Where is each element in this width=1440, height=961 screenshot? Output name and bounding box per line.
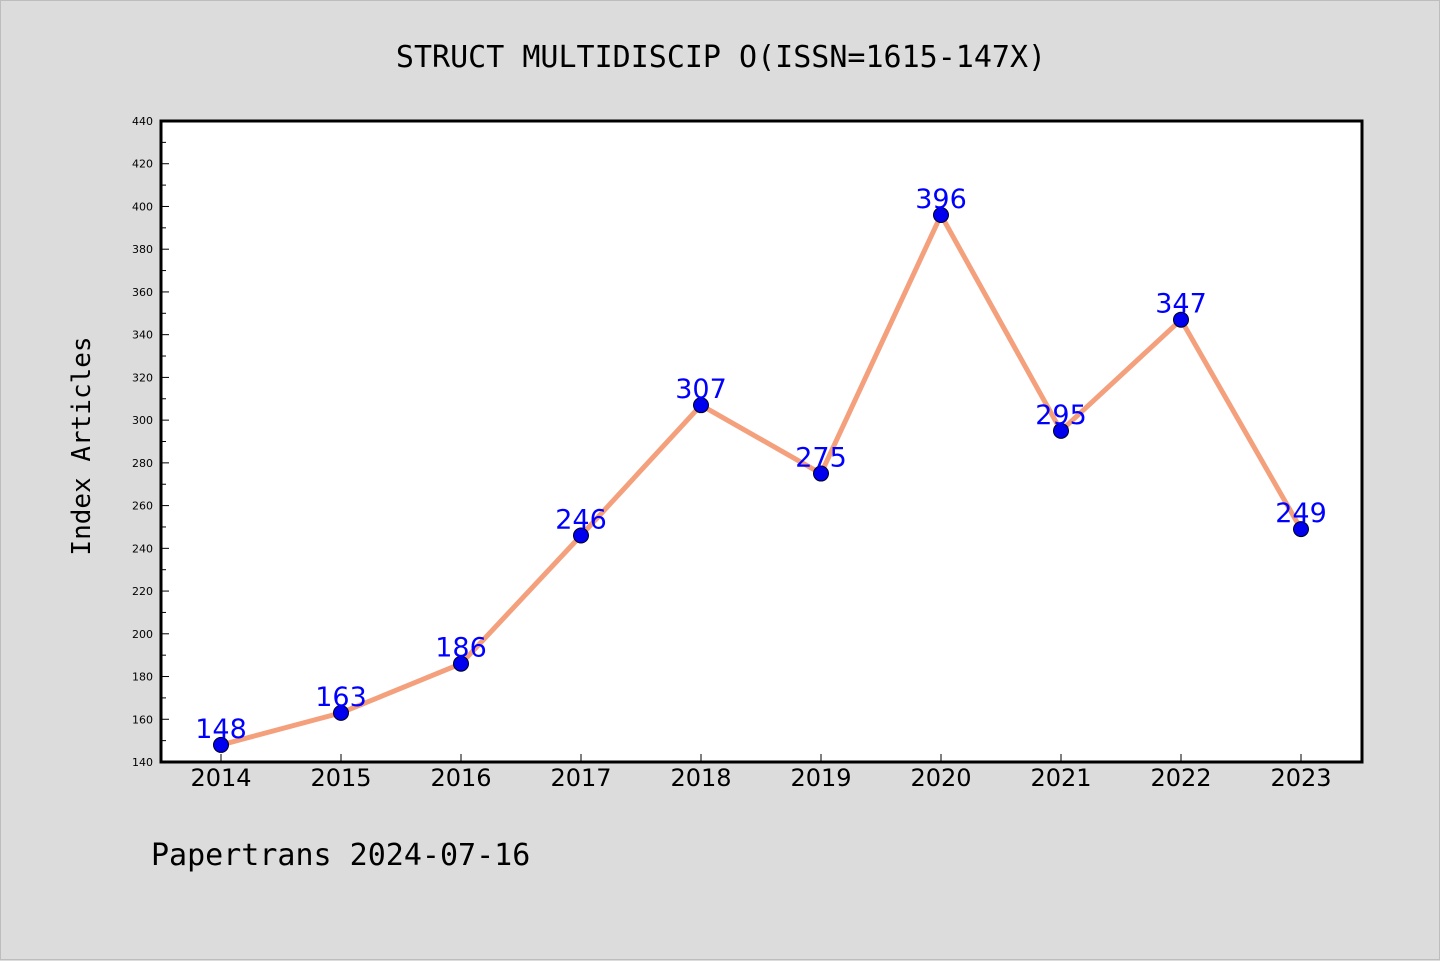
y-tick-label: 160 bbox=[132, 713, 153, 726]
x-tick-label: 2021 bbox=[1030, 764, 1091, 792]
x-tick-label: 2022 bbox=[1150, 764, 1211, 792]
footer-watermark: Papertrans 2024-07-16 bbox=[151, 838, 530, 873]
y-tick-label: 440 bbox=[132, 115, 153, 128]
series-layer bbox=[213, 207, 1309, 753]
data-point bbox=[1173, 311, 1189, 328]
data-point bbox=[333, 704, 349, 721]
data-point bbox=[933, 207, 949, 224]
data-point bbox=[693, 397, 709, 414]
x-tick-label: 2017 bbox=[550, 764, 611, 792]
series-line bbox=[218, 212, 1304, 748]
y-tick-label: 220 bbox=[132, 585, 153, 598]
x-tick-label: 2020 bbox=[910, 764, 971, 792]
data-labels: 148 163 186 246 307 275 396 295 347 249 bbox=[195, 184, 1327, 745]
chart-title: STRUCT MULTIDISCIP O(ISSN=1615-147X) bbox=[396, 40, 1046, 75]
data-label: 295 bbox=[1035, 400, 1087, 431]
data-label: 246 bbox=[555, 505, 607, 536]
data-label: 249 bbox=[1275, 498, 1327, 529]
data-point bbox=[813, 465, 829, 482]
x-axis: 2014 2015 2016 2017 2018 2019 2020 2021 2022 2023 bbox=[190, 754, 1332, 792]
y-tick-label: 240 bbox=[132, 542, 153, 555]
y-tick-label: 280 bbox=[132, 457, 153, 470]
data-label: 396 bbox=[915, 184, 967, 215]
data-point bbox=[1293, 521, 1309, 538]
data-label: 148 bbox=[195, 714, 247, 745]
x-tick-label: 2023 bbox=[1270, 764, 1331, 792]
data-label: 307 bbox=[675, 374, 727, 405]
y-tick-label: 320 bbox=[132, 371, 153, 384]
y-tick-label: 200 bbox=[132, 628, 153, 641]
data-label: 347 bbox=[1155, 289, 1207, 320]
x-tick-label: 2016 bbox=[430, 764, 491, 792]
y-tick-label: 400 bbox=[132, 200, 153, 213]
y-tick-label: 180 bbox=[132, 671, 153, 684]
data-label: 163 bbox=[315, 682, 367, 713]
y-axis: 140 160 180 200 220 240 260 280 300 320 340 360 380 4… bbox=[132, 115, 169, 769]
data-point bbox=[213, 736, 229, 753]
x-tick-label: 2019 bbox=[790, 764, 851, 792]
y-tick-label: 340 bbox=[132, 329, 153, 342]
data-label: 186 bbox=[435, 633, 487, 664]
x-tick-label: 2018 bbox=[670, 764, 731, 792]
y-tick-label: 140 bbox=[132, 756, 153, 769]
y-tick-label: 260 bbox=[132, 500, 153, 513]
y-tick-label: 360 bbox=[132, 286, 153, 299]
y-tick-label: 420 bbox=[132, 158, 153, 171]
x-tick-label: 2014 bbox=[190, 764, 251, 792]
y-tick-label: 300 bbox=[132, 414, 153, 427]
y-tick-label: 380 bbox=[132, 243, 153, 256]
data-point bbox=[453, 655, 469, 672]
x-tick-label: 2015 bbox=[310, 764, 371, 792]
data-point bbox=[573, 527, 589, 544]
data-point bbox=[1053, 422, 1069, 439]
y-axis-label: Index Articles bbox=[67, 336, 97, 555]
data-label: 275 bbox=[795, 443, 847, 474]
